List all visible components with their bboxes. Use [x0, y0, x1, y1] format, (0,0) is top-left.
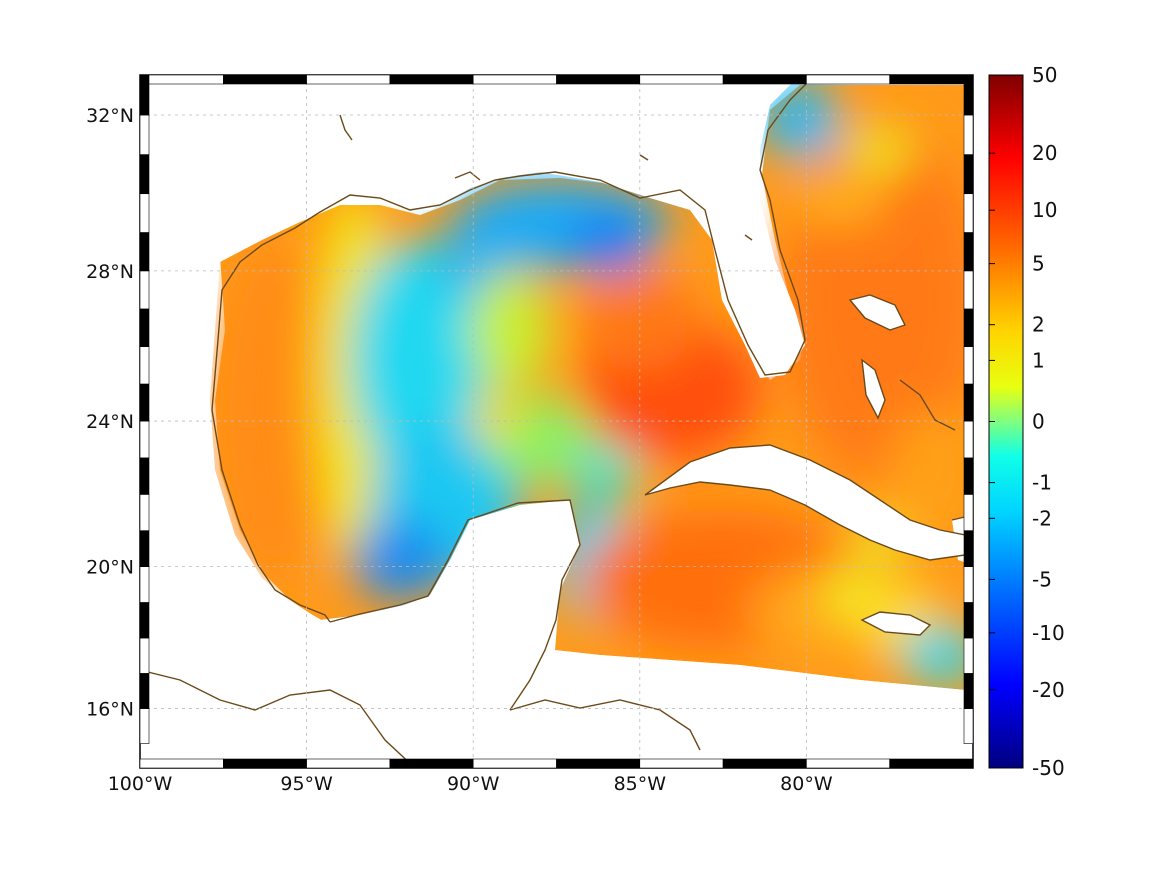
frame-segment: [306, 74, 391, 85]
frame-segment: [139, 420, 150, 459]
frame-segment: [139, 74, 224, 85]
lat-tick-label: 32°N: [86, 105, 134, 127]
frame-segment: [139, 308, 150, 347]
frame-segment: [139, 114, 150, 155]
coastline-mexico: [329, 499, 581, 711]
colorbar-label: -2: [1032, 506, 1052, 530]
frame-segment: [963, 308, 974, 347]
coastlines: [140, 77, 973, 768]
frame-segment: [963, 346, 974, 385]
frame-segment: [389, 758, 474, 769]
frame-segment: [963, 114, 974, 155]
frame-segment: [963, 566, 974, 603]
frame-segment: [306, 758, 391, 769]
frame-segment: [139, 193, 150, 233]
colorbar-label: -50: [1032, 756, 1065, 780]
coastline-jamaica: [860, 611, 932, 636]
frame-segment: [722, 74, 807, 85]
frame-segment: [963, 270, 974, 310]
frame-segment: [139, 530, 150, 567]
colorbar-label: 0: [1032, 410, 1045, 434]
frame-segment: [639, 758, 724, 769]
lon-tick-label: 90°W: [447, 773, 500, 795]
frame-segment: [722, 758, 807, 769]
frame-segment: [963, 708, 974, 744]
frame-segment: [556, 758, 641, 769]
colorbar-label: -1: [1032, 471, 1052, 495]
colorbar-label: 1: [1032, 348, 1045, 372]
frame-segment: [139, 232, 150, 272]
colorbar-label: -5: [1032, 567, 1052, 591]
field-patch-west: [215, 240, 335, 580]
frame-segment: [556, 74, 641, 85]
frame-segment: [139, 346, 150, 385]
frame-segment: [139, 708, 150, 744]
colorbar-label: -10: [1032, 621, 1065, 645]
frame-segment: [963, 383, 974, 422]
frame-segment: [963, 637, 974, 674]
frame-segment: [963, 530, 974, 567]
colorbar-label: 2: [1032, 313, 1045, 337]
field-patch-central: [350, 240, 490, 480]
frame-segment: [139, 566, 150, 603]
frame-segment: [963, 232, 974, 272]
frame-segment: [139, 154, 150, 195]
colorbar-label: 50: [1032, 63, 1057, 87]
frame-segment: [806, 74, 891, 85]
frame-segment: [139, 270, 150, 310]
frame-segment: [139, 758, 224, 769]
frame-segment: [139, 494, 150, 531]
frame-segment: [223, 758, 307, 769]
frame-segment: [806, 758, 891, 769]
colorbar-label: 5: [1032, 252, 1045, 276]
lat-tick-labels: 32°N 28°N 24°N 20°N 16°N: [86, 105, 134, 721]
frame-segment: [963, 74, 974, 116]
frame-segment: [963, 494, 974, 531]
lon-tick-label: 80°W: [780, 773, 833, 795]
map-frame-border: [139, 74, 974, 769]
frame-segment: [639, 74, 724, 85]
lon-tick-label: 85°W: [614, 773, 667, 795]
frame-segment: [963, 602, 974, 639]
frame-segment: [963, 154, 974, 195]
frame-segment: [139, 637, 150, 674]
colorbar-label: 20: [1032, 141, 1057, 165]
frame-segment: [889, 758, 974, 769]
gridlines: [140, 75, 973, 768]
lon-tick-label: 95°W: [280, 773, 333, 795]
coastline-us-gulf: [211, 77, 813, 623]
lat-tick-label: 16°N: [86, 699, 134, 721]
frame-segment: [139, 383, 150, 422]
lat-tick-label: 20°N: [86, 557, 134, 579]
frame-segment: [963, 457, 974, 495]
data-field: [140, 75, 973, 768]
frame-segment: [963, 193, 974, 233]
frame-segment: [139, 74, 150, 116]
frame-segment: [472, 74, 557, 85]
frame-segment: [139, 457, 150, 495]
frame-segment: [963, 673, 974, 709]
frame-segment: [472, 758, 557, 769]
lat-tick-label: 28°N: [86, 261, 134, 283]
frame-segment: [963, 420, 974, 459]
frame-segment: [139, 602, 150, 639]
lat-tick-label: 24°N: [86, 411, 134, 433]
colorbar-label: -20: [1032, 678, 1065, 702]
frame-segment: [139, 673, 150, 709]
colorbar-label: 10: [1032, 198, 1057, 222]
frame-segment: [389, 74, 474, 85]
frame-segment: [889, 74, 974, 85]
coastline-central-america: [140, 669, 416, 768]
lon-tick-label: 100°W: [108, 773, 173, 795]
frame-segment: [223, 74, 307, 85]
lon-tick-labels: 100°W 95°W 90°W 85°W 80°W: [108, 773, 833, 795]
